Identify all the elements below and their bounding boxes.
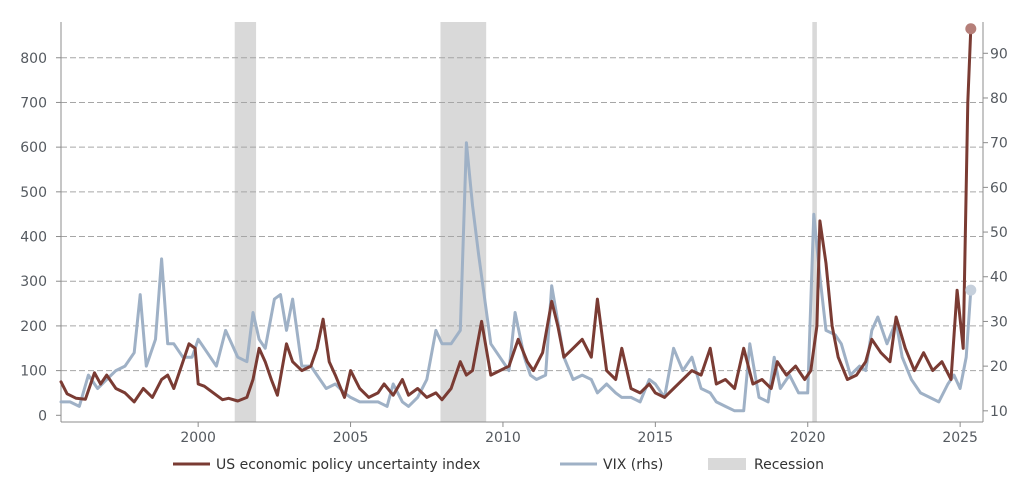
right-tick-label-10: 10: [990, 404, 1008, 420]
epu-endpoint-marker: [965, 23, 977, 35]
series-line-epu: [59, 27, 973, 404]
left-tick-label-700: 700: [20, 95, 47, 111]
gridlines: [61, 57, 983, 372]
series-line-vix: [59, 141, 973, 413]
x-tick-label-2020: 2020: [790, 430, 826, 446]
legend-label-recession: Recession: [754, 457, 824, 473]
axes: [56, 22, 988, 427]
right-tick-label-20: 20: [990, 359, 1008, 375]
vix-endpoint-marker: [965, 284, 977, 296]
left-tick-label-0: 0: [38, 408, 47, 424]
left-tick-label-300: 300: [20, 274, 47, 290]
left-tick-label-200: 200: [20, 319, 47, 335]
left-tick-label-400: 400: [20, 230, 47, 246]
series-lines: [59, 23, 977, 413]
legend: US economic policy uncertainty index VIX…: [173, 457, 824, 473]
left-tick-label-600: 600: [20, 140, 47, 156]
right-tick-label-60: 60: [990, 180, 1008, 196]
legend-label-vix: VIX (rhs): [603, 457, 663, 473]
left-tick-label-800: 800: [20, 51, 47, 67]
left-tick-label-500: 500: [20, 185, 47, 201]
right-tick-label-40: 40: [990, 270, 1008, 286]
x-tick-label-2025: 2025: [942, 430, 978, 446]
right-tick-label-50: 50: [990, 225, 1008, 241]
x-tick-label-2010: 2010: [485, 430, 521, 446]
legend-swatch-recession: [708, 458, 746, 470]
x-tick-label-2000: 2000: [180, 430, 216, 446]
legend-label-epu: US economic policy uncertainty index: [216, 457, 480, 473]
right-tick-label-30: 30: [990, 314, 1008, 330]
tick-labels: 0 100 200 300 400 500 600 700 800 10 20 30 40 50 60 70 8…: [20, 46, 1008, 446]
right-tick-label-70: 70: [990, 136, 1008, 152]
x-tick-label-2005: 2005: [333, 430, 369, 446]
right-tick-label-80: 80: [990, 91, 1008, 107]
left-tick-label-100: 100: [20, 364, 47, 380]
x-tick-label-2015: 2015: [638, 430, 674, 446]
right-tick-label-90: 90: [990, 46, 1008, 62]
